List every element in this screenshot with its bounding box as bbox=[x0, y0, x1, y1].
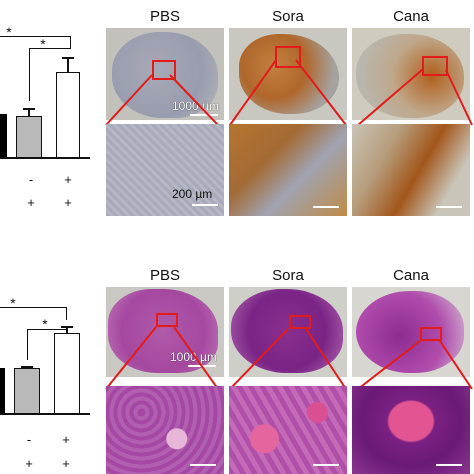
bottom-col-label-sora: Sora bbox=[272, 267, 304, 284]
bottom-col-label-cana: Cana bbox=[393, 267, 429, 284]
top-pbs-scale-small-label: 200 µm bbox=[172, 187, 213, 201]
bottom-star-outer: * bbox=[10, 295, 16, 311]
bottom-cana-roi bbox=[420, 327, 442, 341]
top-col-label-sora: Sora bbox=[272, 8, 304, 25]
bottom-pbs-roi bbox=[156, 313, 178, 327]
top-cana-lowmag-image bbox=[352, 28, 470, 120]
bottom-sign-r2-cana: + bbox=[62, 456, 70, 471]
top-errorbar-sora-cap bbox=[23, 108, 35, 110]
bottom-errorbar-cana-cap bbox=[61, 326, 73, 328]
bottom-bar-control bbox=[0, 368, 5, 414]
bottom-sign-r1-sora: - bbox=[26, 432, 32, 447]
top-sora-roi bbox=[275, 46, 301, 68]
bottom-bar-cana bbox=[54, 333, 80, 414]
top-pbs-highmag-image: 200 µm bbox=[106, 124, 224, 216]
bottom-sign-r1-cana: + bbox=[62, 432, 70, 447]
top-bar-control bbox=[0, 114, 7, 158]
top-sign-r2-cana: + bbox=[64, 195, 72, 210]
top-sora-lowmag-image bbox=[229, 28, 347, 120]
top-cana-highmag-image bbox=[352, 124, 470, 216]
top-col-label-pbs: PBS bbox=[149, 8, 180, 25]
bottom-cana-lowmag-image bbox=[352, 287, 470, 377]
top-sign-r1-sora: - bbox=[28, 172, 34, 187]
top-bracket-inner bbox=[29, 48, 71, 101]
bottom-sora-highmag-image bbox=[229, 386, 347, 474]
top-star-inner: * bbox=[40, 36, 46, 52]
bottom-errorbar-cana bbox=[66, 326, 68, 334]
top-bar-cana bbox=[56, 72, 80, 158]
bottom-star-inner: * bbox=[42, 316, 48, 332]
top-errorbar-sora bbox=[28, 108, 30, 117]
bottom-bracket-inner bbox=[27, 329, 66, 360]
top-pbs-scale-label: 1000 µm bbox=[172, 99, 219, 113]
top-bracket-outer bbox=[0, 36, 71, 49]
bottom-errorbar-sora-cap bbox=[21, 366, 33, 368]
top-bar-sora bbox=[16, 116, 42, 158]
bottom-pbs-highmag-image bbox=[106, 386, 224, 474]
bottom-cana-highmag-image bbox=[352, 386, 470, 474]
top-errorbar-cana-cap bbox=[62, 57, 74, 59]
top-x-axis bbox=[0, 157, 90, 159]
top-zoom-connectors bbox=[105, 59, 473, 126]
bottom-col-label-pbs: PBS bbox=[149, 267, 180, 284]
bottom-pbs-lowmag-image: 1000 µm bbox=[106, 287, 224, 377]
top-cana-roi bbox=[422, 56, 448, 76]
top-star-outer: * bbox=[6, 24, 12, 40]
bottom-bar-sora bbox=[14, 368, 40, 414]
top-sign-r2-sora: + bbox=[27, 195, 35, 210]
bottom-sora-lowmag-image bbox=[229, 287, 347, 377]
top-sora-highmag-image bbox=[229, 124, 347, 216]
top-col-label-cana: Cana bbox=[393, 8, 429, 25]
top-pbs-lowmag-image: 1000 µm bbox=[106, 28, 224, 120]
bottom-sign-r2-sora: + bbox=[25, 456, 33, 471]
bottom-pbs-scale-label: 1000 µm bbox=[170, 350, 217, 364]
bottom-bracket-outer bbox=[0, 307, 67, 320]
top-errorbar-cana bbox=[67, 57, 69, 73]
bottom-sora-roi bbox=[289, 315, 311, 329]
bottom-x-axis bbox=[0, 413, 90, 415]
top-sign-r1-cana: + bbox=[64, 172, 72, 187]
top-pbs-roi bbox=[152, 60, 176, 80]
bottom-zoom-connectors bbox=[105, 326, 473, 390]
